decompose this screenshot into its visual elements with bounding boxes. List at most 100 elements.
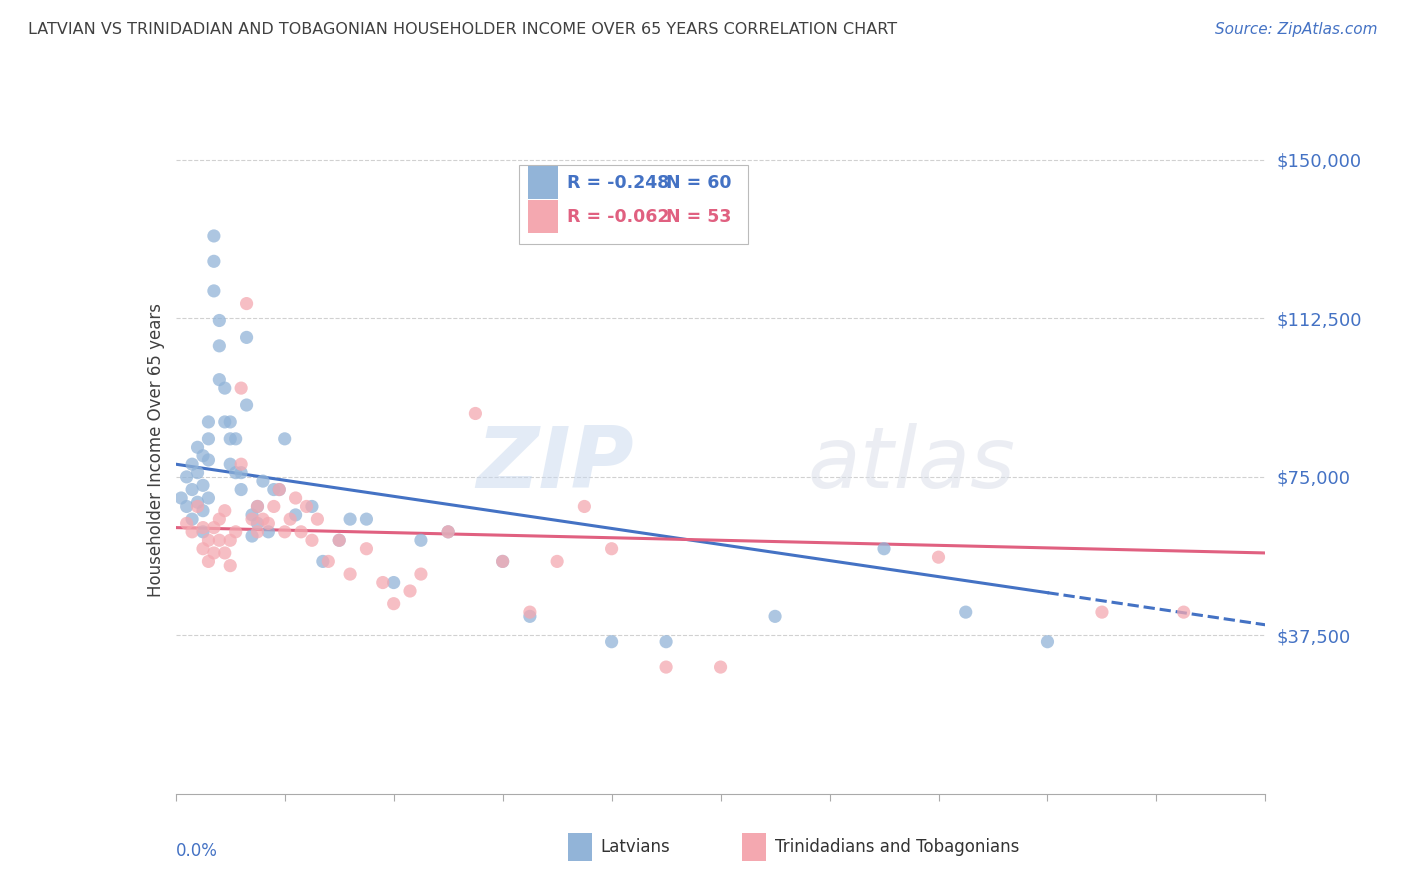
- Point: [371, 575, 394, 590]
- Point: [269, 483, 291, 497]
- Point: [219, 415, 242, 429]
- Point: [600, 634, 623, 648]
- Point: [290, 524, 312, 539]
- Point: [307, 512, 329, 526]
- Point: [763, 609, 786, 624]
- Bar: [527, 201, 558, 234]
- Point: [274, 524, 297, 539]
- Text: N = 53: N = 53: [666, 208, 731, 226]
- Point: [202, 546, 225, 560]
- Point: [1091, 605, 1114, 619]
- Point: [191, 524, 214, 539]
- Point: [492, 554, 515, 568]
- Point: [928, 550, 950, 565]
- Y-axis label: Householder Income Over 65 years: Householder Income Over 65 years: [146, 303, 165, 598]
- Point: [197, 432, 219, 446]
- Point: [225, 524, 247, 539]
- Point: [409, 567, 432, 582]
- Point: [492, 554, 515, 568]
- Point: [181, 512, 204, 526]
- Point: [356, 541, 378, 556]
- Point: [181, 457, 204, 471]
- Point: [197, 415, 219, 429]
- Point: [176, 470, 198, 484]
- Point: [176, 516, 198, 531]
- Text: Source: ZipAtlas.com: Source: ZipAtlas.com: [1215, 22, 1378, 37]
- Point: [437, 524, 460, 539]
- Point: [235, 330, 257, 344]
- Point: [219, 558, 242, 573]
- Point: [655, 660, 678, 674]
- Point: [437, 524, 460, 539]
- Point: [710, 660, 733, 674]
- Point: [181, 524, 204, 539]
- Point: [284, 508, 307, 522]
- Point: [240, 529, 263, 543]
- FancyBboxPatch shape: [519, 165, 748, 244]
- Point: [655, 634, 678, 648]
- Point: [219, 457, 242, 471]
- Point: [328, 533, 350, 548]
- Text: N = 60: N = 60: [666, 174, 731, 192]
- Point: [284, 491, 307, 505]
- Point: [208, 313, 231, 327]
- Point: [208, 373, 231, 387]
- Text: LATVIAN VS TRINIDADIAN AND TOBAGONIAN HOUSEHOLDER INCOME OVER 65 YEARS CORRELATI: LATVIAN VS TRINIDADIAN AND TOBAGONIAN HO…: [28, 22, 897, 37]
- Point: [208, 339, 231, 353]
- Point: [231, 483, 253, 497]
- Point: [339, 512, 361, 526]
- Point: [176, 500, 198, 514]
- Point: [191, 520, 214, 534]
- Point: [214, 415, 236, 429]
- Point: [278, 512, 301, 526]
- Bar: [527, 166, 558, 199]
- Point: [301, 500, 323, 514]
- Point: [399, 584, 422, 599]
- Point: [382, 597, 405, 611]
- Point: [519, 605, 541, 619]
- Point: [231, 466, 253, 480]
- Point: [1036, 634, 1059, 648]
- Text: atlas: atlas: [807, 423, 1015, 506]
- Point: [263, 500, 285, 514]
- Point: [214, 504, 236, 518]
- Point: [240, 512, 263, 526]
- Point: [186, 466, 209, 480]
- Point: [274, 432, 297, 446]
- Point: [197, 554, 219, 568]
- Point: [464, 407, 486, 421]
- Point: [231, 457, 253, 471]
- Point: [356, 512, 378, 526]
- Point: [240, 508, 263, 522]
- Point: [225, 466, 247, 480]
- Point: [246, 500, 269, 514]
- Point: [219, 432, 242, 446]
- Point: [246, 500, 269, 514]
- Point: [191, 504, 214, 518]
- Point: [409, 533, 432, 548]
- Point: [519, 609, 541, 624]
- Point: [208, 533, 231, 548]
- Point: [257, 516, 280, 531]
- Point: [257, 524, 280, 539]
- Point: [873, 541, 896, 556]
- Point: [382, 575, 405, 590]
- Point: [246, 524, 269, 539]
- Point: [312, 554, 335, 568]
- Point: [328, 533, 350, 548]
- Point: [318, 554, 340, 568]
- Point: [191, 449, 214, 463]
- Point: [186, 440, 209, 454]
- Text: 0.0%: 0.0%: [176, 842, 218, 860]
- Point: [186, 495, 209, 509]
- Point: [202, 254, 225, 268]
- Text: Trinidadians and Tobagonians: Trinidadians and Tobagonians: [775, 838, 1019, 855]
- Point: [191, 478, 214, 492]
- Point: [214, 381, 236, 395]
- Point: [197, 491, 219, 505]
- Point: [546, 554, 568, 568]
- Point: [225, 432, 247, 446]
- Point: [263, 483, 285, 497]
- Point: [197, 453, 219, 467]
- Point: [269, 483, 291, 497]
